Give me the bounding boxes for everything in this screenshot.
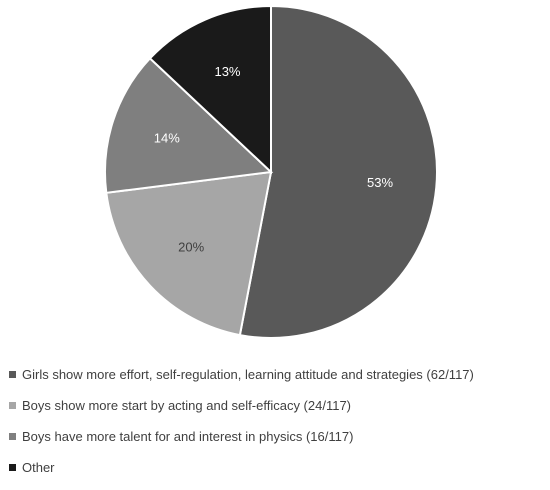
slice-label-2: 20%: [178, 240, 204, 255]
legend-item-4: Other: [9, 459, 549, 476]
legend-label: Other: [22, 460, 55, 475]
pie-slice-3: [104, 56, 274, 194]
legend-swatch: [9, 371, 16, 378]
chart-legend: Girls show more effort, self-regulation,…: [9, 366, 549, 490]
legend-swatch: [9, 464, 16, 471]
slice-label-4: 13%: [214, 64, 240, 79]
legend-label: Boys have more talent for and interest i…: [22, 429, 354, 444]
legend-item-3: Boys have more talent for and interest i…: [9, 428, 549, 445]
pie-slice-2: [105, 170, 273, 337]
legend-item-1: Girls show more effort, self-regulation,…: [9, 366, 549, 383]
slice-label-1: 53%: [367, 175, 393, 190]
pie-chart: 53% 20% 14% 13%: [104, 4, 438, 339]
legend-label: Girls show more effort, self-regulation,…: [22, 367, 474, 382]
pie-slice-1: [238, 4, 438, 339]
legend-swatch: [9, 433, 16, 440]
legend-swatch: [9, 402, 16, 409]
pie-slice-4: [148, 4, 272, 175]
slice-label-3: 14%: [154, 131, 180, 146]
legend-label: Boys show more start by acting and self-…: [22, 398, 352, 413]
legend-item-2: Boys show more start by acting and self-…: [9, 397, 549, 414]
